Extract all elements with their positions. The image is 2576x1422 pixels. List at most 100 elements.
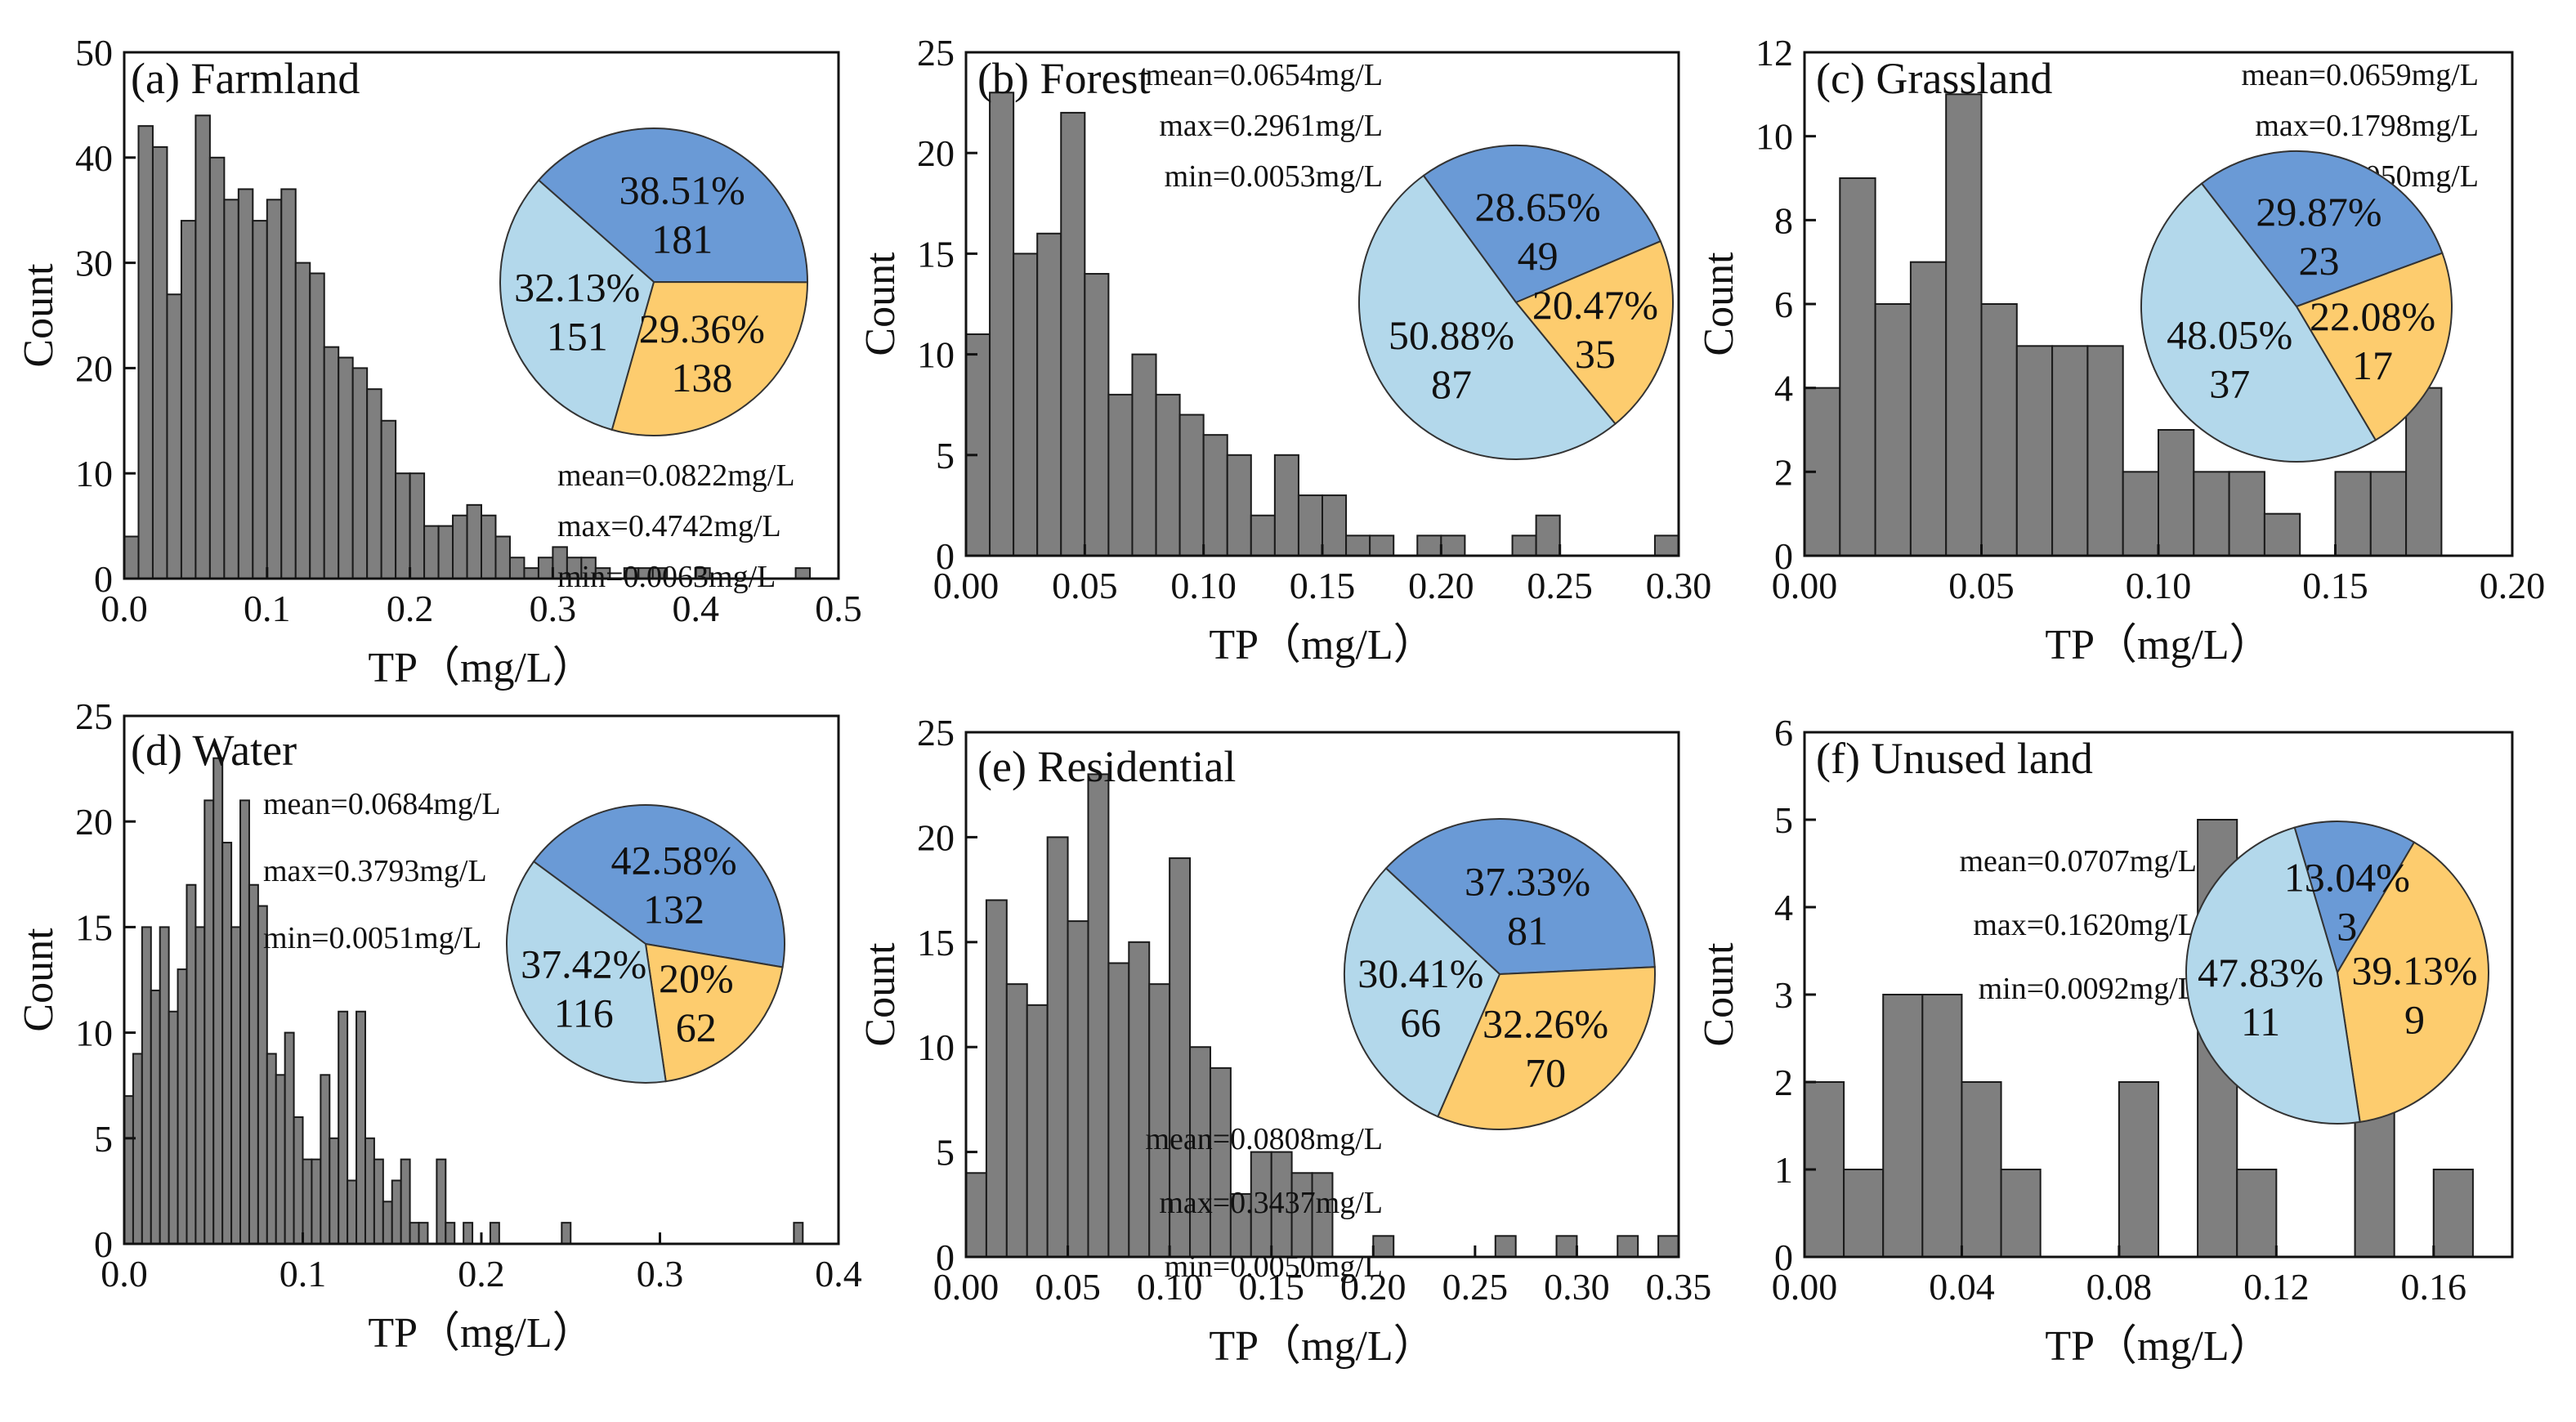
histogram-bar (186, 883, 197, 1245)
histogram-bar (141, 926, 152, 1245)
histogram-bar (1155, 393, 1181, 557)
y-tick-label: 2 (1774, 1062, 1793, 1103)
histogram-bar (1273, 454, 1299, 557)
pie-percent-label: 20% (659, 955, 734, 1001)
histogram-bar (280, 188, 297, 579)
histogram-bar (208, 156, 226, 580)
histogram-bar (212, 757, 224, 1245)
histogram-bar (338, 356, 354, 579)
pie-count-label: 35 (1575, 331, 1616, 377)
histogram-bar (237, 188, 254, 579)
histogram-bar (1107, 393, 1134, 557)
histogram-bar (395, 472, 411, 580)
stat-line: mean=0.0684mg/L (263, 787, 501, 821)
y-tick-label: 20 (917, 816, 955, 858)
axes-frame (964, 731, 1680, 1259)
histogram-bar (409, 1222, 420, 1245)
pie-count-label: 66 (1400, 999, 1441, 1045)
pie-count-label: 70 (1525, 1049, 1566, 1095)
x-tick-label: 0.35 (1646, 1266, 1712, 1308)
x-tick-label: 0.25 (1527, 565, 1593, 606)
histogram-bar (2118, 1081, 2160, 1258)
histogram-bar (463, 1222, 474, 1245)
histogram-bar (1226, 454, 1252, 557)
y-tick-label: 25 (917, 32, 955, 74)
y-tick-label: 10 (75, 1013, 113, 1054)
histogram-bar (166, 293, 182, 579)
y-tick-label: 5 (936, 435, 955, 476)
histogram-bar (1657, 1235, 1679, 1258)
x-tick-label: 0.20 (1408, 565, 1474, 606)
x-tick-label: 0.3 (530, 588, 577, 629)
y-tick-label: 1 (1774, 1149, 1793, 1191)
pie-count-label: 116 (554, 990, 614, 1036)
pie-percent-label: 28.65% (1475, 184, 1601, 230)
histogram-bar (151, 145, 168, 580)
pie-count-label: 132 (643, 887, 704, 932)
histogram-bar (481, 514, 497, 579)
y-tick-label: 10 (917, 1026, 955, 1068)
panel-title: (e) Residential (977, 742, 1236, 791)
histogram-bar (364, 1137, 375, 1245)
histogram-bar (489, 1222, 500, 1245)
pie-percent-label: 32.13% (514, 265, 640, 311)
x-tick-label: 0.5 (815, 588, 862, 629)
histogram-bar (221, 842, 233, 1245)
histogram-bar (409, 472, 426, 580)
pie-slice (2185, 826, 2361, 1125)
pie-percent-label: 47.83% (2198, 950, 2323, 995)
histogram-bar (1202, 434, 1228, 557)
x-tick-label: 0.16 (2401, 1266, 2467, 1308)
y-axis-label: Count (857, 942, 904, 1047)
histogram-bar (2405, 387, 2443, 557)
pie-slice (1344, 867, 1501, 1118)
histogram-bar (1839, 177, 1876, 557)
histogram-bar (2432, 1169, 2474, 1258)
histogram-bar (223, 199, 239, 579)
x-axis-label: TP（mg/L） (368, 1310, 594, 1357)
panel-title: (d) Water (131, 726, 297, 775)
histogram-bar (150, 989, 161, 1245)
histogram-bar (1060, 111, 1086, 557)
pie-slice (1357, 174, 1617, 460)
pie-count-label: 151 (547, 314, 608, 360)
histogram-bar (436, 1158, 447, 1245)
stat-line: max=0.1798mg/L (2255, 109, 2479, 143)
histogram-bar (1416, 534, 1442, 557)
histogram-bar (1440, 534, 1466, 557)
stat-line: mean=0.0654mg/L (1145, 58, 1383, 92)
histogram-bar (180, 220, 197, 579)
x-tick-label: 0.2 (458, 1253, 505, 1295)
histogram-bar (1131, 353, 1157, 557)
y-axis-label: Count (16, 263, 62, 368)
panel-c: 0.00 0.05 0.10 0.15 0.20 0 2 4 6 8 10 12 TP（mg/L） Cou… (1696, 32, 2545, 669)
stat-line: max=0.3437mg/L (1159, 1186, 1383, 1220)
histogram-bar (137, 125, 154, 580)
y-tick-label: 25 (75, 695, 113, 737)
histogram-bar (400, 1158, 411, 1245)
x-tick-label: 0.30 (1646, 565, 1712, 606)
y-tick-label: 50 (75, 32, 113, 74)
histogram-bar (382, 1201, 393, 1245)
stat-line: min=0.0053mg/L (1165, 159, 1383, 194)
pie-slice (2293, 821, 2416, 975)
histogram-bar (252, 220, 268, 579)
y-tick-label: 10 (917, 334, 955, 376)
stat-line: min=0.0092mg/L (1979, 972, 2197, 1006)
histogram-bar (1909, 261, 1948, 557)
histogram-bar (123, 535, 140, 579)
pie-count-label: 62 (676, 1004, 717, 1050)
pie-slice (499, 179, 655, 432)
y-tick-label: 0 (1774, 1236, 1793, 1278)
histogram-bar (2051, 345, 2089, 557)
pie-count-label: 17 (2352, 342, 2393, 388)
histogram-bar (1148, 983, 1171, 1259)
histogram-bar (1653, 534, 1680, 557)
histogram-bar (965, 333, 991, 557)
y-tick-label: 10 (1755, 116, 1793, 158)
histogram-bar (2086, 345, 2124, 557)
histogram-bar (177, 968, 188, 1245)
histogram-bar (284, 1031, 295, 1245)
stat-line: min=0.0050mg/L (1165, 1250, 1383, 1284)
